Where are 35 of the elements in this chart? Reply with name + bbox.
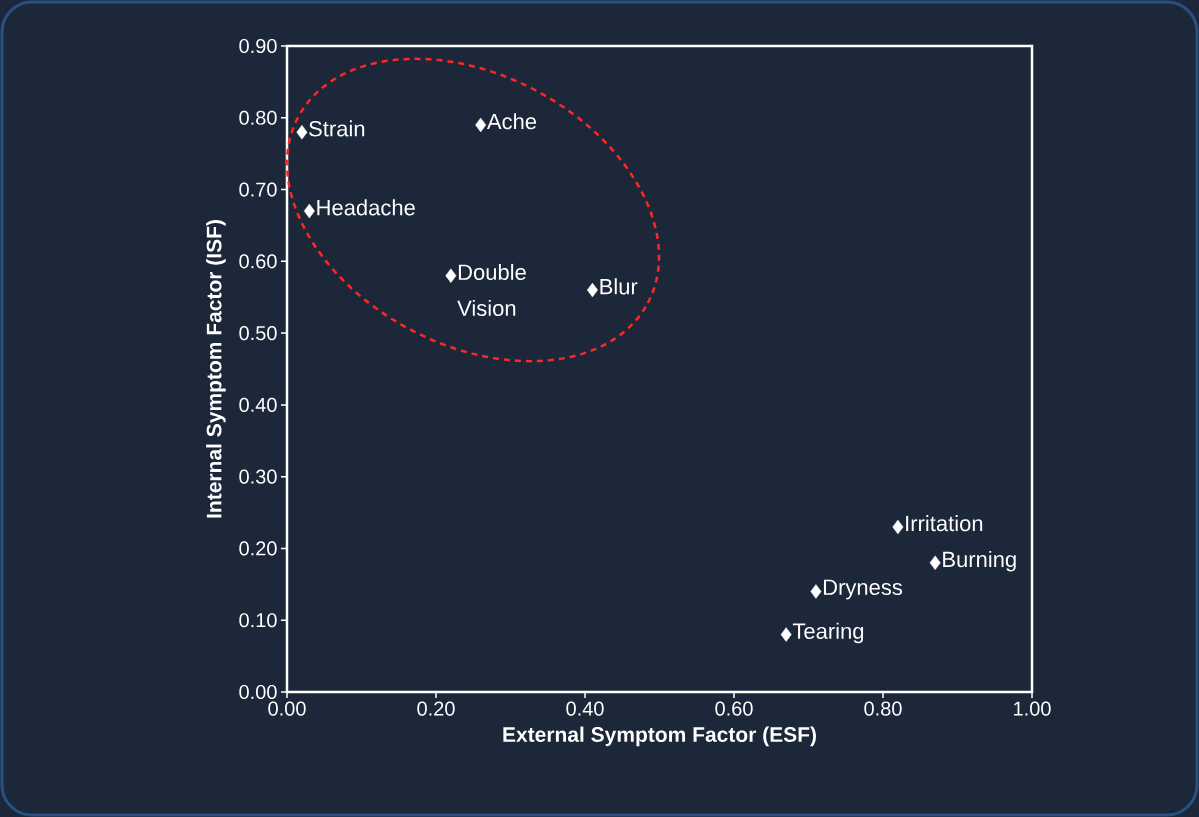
point bbox=[475, 117, 487, 133]
x-tick-label: 0.40 bbox=[566, 701, 604, 716]
x-tick-label: 0.60 bbox=[715, 701, 753, 716]
y-tick-label: 0.00 bbox=[239, 684, 277, 700]
point bbox=[303, 203, 315, 219]
annotation: Ache bbox=[486, 113, 537, 130]
x-tick-label: 1.00 bbox=[1014, 701, 1051, 716]
y-tick-label: 0.60 bbox=[239, 254, 277, 269]
annotation: Double Vision bbox=[457, 263, 526, 317]
point bbox=[892, 519, 904, 535]
y-tick-label: 0.20 bbox=[239, 541, 277, 556]
point bbox=[929, 555, 941, 570]
point bbox=[780, 627, 792, 642]
x-tick-label: 0.80 bbox=[864, 701, 902, 716]
annotation: Tearing bbox=[792, 622, 864, 644]
point bbox=[445, 268, 457, 283]
y-tick-label: 0.80 bbox=[239, 110, 277, 125]
y-tick-label: 0.10 bbox=[239, 613, 277, 628]
y-tick-label: 0.50 bbox=[239, 326, 277, 341]
x-tick-label: 0.20 bbox=[417, 701, 455, 716]
annotation: Blur bbox=[600, 278, 638, 295]
annotation: Headache bbox=[317, 199, 415, 216]
annotation: Dryness bbox=[823, 579, 903, 600]
point bbox=[296, 124, 308, 140]
point bbox=[810, 584, 822, 599]
y-tick-label: 0.90 bbox=[239, 38, 277, 54]
y-tick-label: 0.70 bbox=[239, 182, 277, 197]
annotation: Strain bbox=[309, 120, 365, 137]
y-tick-label: 0.30 bbox=[239, 469, 277, 484]
annotation: Burning bbox=[943, 550, 1016, 572]
y-axis-title: Internal Symptom Factor (ISF) bbox=[206, 220, 226, 518]
x-tick-label: 0.00 bbox=[268, 701, 306, 716]
annotation: Irritation bbox=[906, 515, 983, 532]
x-axis-title: External Symptom Factor (ESF) bbox=[503, 726, 816, 747]
y-tick-label: 0.40 bbox=[239, 397, 277, 412]
